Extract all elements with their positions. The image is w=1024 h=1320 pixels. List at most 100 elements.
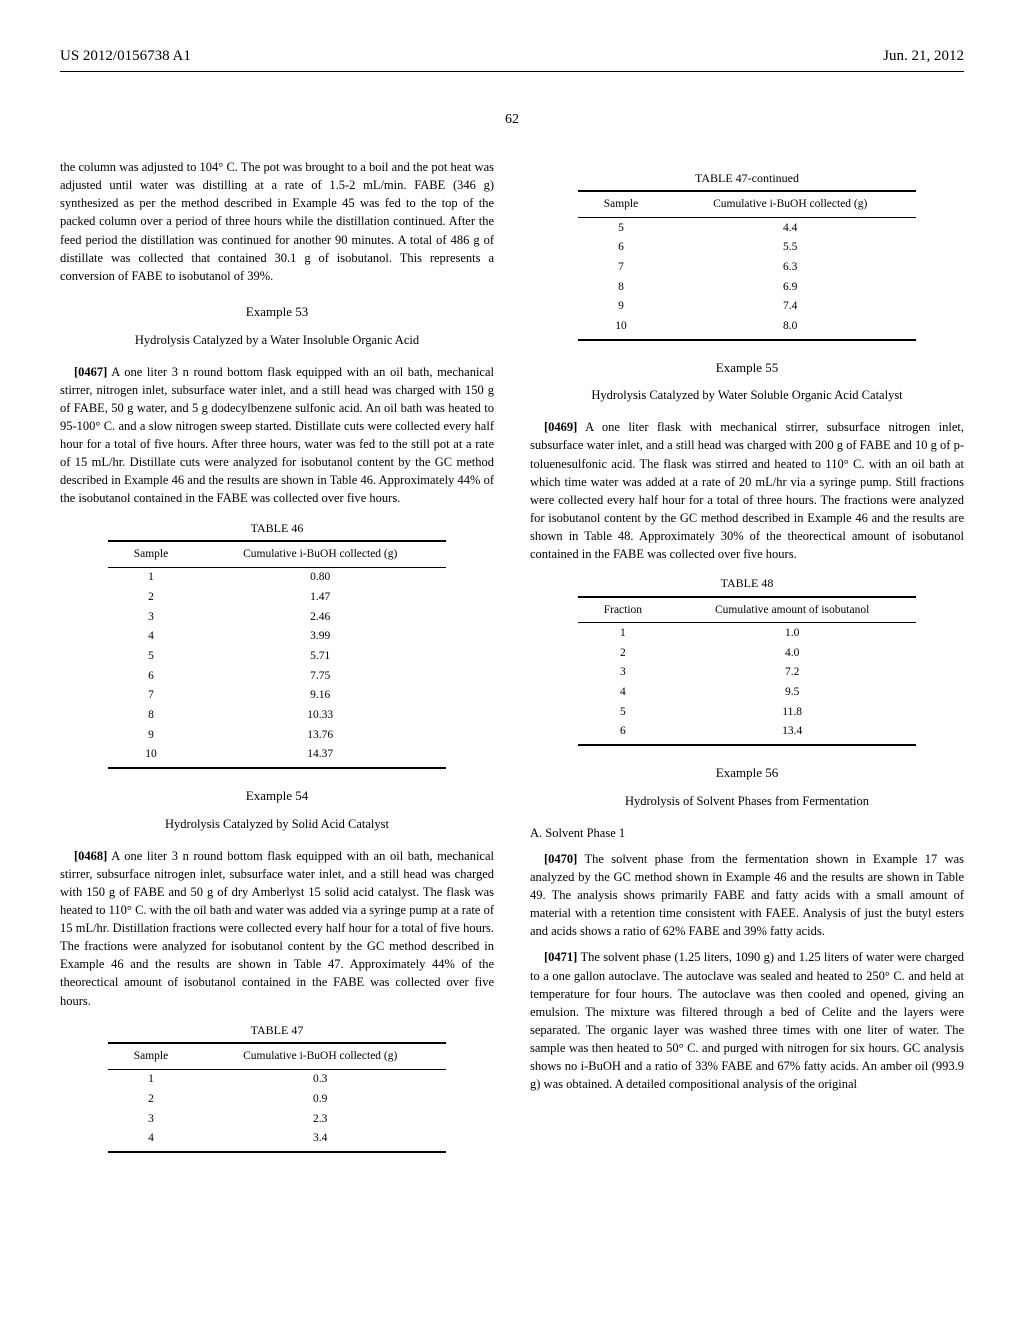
example-54-heading: Example 54 — [60, 787, 494, 806]
table-48-caption: TABLE 48 — [530, 575, 964, 592]
table-cell: 4.4 — [664, 218, 916, 238]
header-rule — [60, 71, 964, 72]
example-55-paragraph: [0469] A one liter flask with mechanical… — [530, 418, 964, 563]
table-row: 43.4 — [108, 1129, 447, 1152]
table-cell: 4 — [108, 1129, 194, 1152]
example-53-heading: Example 53 — [60, 303, 494, 322]
example-56-subtitle: Hydrolysis of Solvent Phases from Fermen… — [530, 793, 964, 810]
example-54-paragraph: [0468] A one liter 3 n round bottom flas… — [60, 847, 494, 1010]
para-0470-text: The solvent phase from the fermentation … — [530, 852, 964, 939]
para-num-0468: [0468] — [74, 849, 107, 863]
table-row: 10.3 — [108, 1069, 447, 1089]
example-54-subtitle: Hydrolysis Catalyzed by Solid Acid Catal… — [60, 816, 494, 833]
table-row: 67.75 — [108, 666, 447, 686]
table-row: 54.4 — [578, 218, 917, 238]
table-cell: 5.5 — [664, 238, 916, 258]
table-cell: 7 — [108, 686, 194, 706]
table-cell: 9.16 — [194, 686, 446, 706]
table-cell: 3.4 — [194, 1129, 446, 1152]
table-row: 21.47 — [108, 587, 447, 607]
example-55-heading: Example 55 — [530, 359, 964, 378]
table-row: 10.80 — [108, 567, 447, 587]
para-0469-text: A one liter flask with mechanical stirre… — [530, 420, 964, 561]
table-row: 97.4 — [578, 297, 917, 317]
table-cell: 9 — [108, 725, 194, 745]
table-row: 76.3 — [578, 257, 917, 277]
table-cell: 6.3 — [664, 257, 916, 277]
table-cell: 9.5 — [668, 682, 916, 702]
table-row: 11.0 — [578, 623, 917, 643]
example-55-subtitle: Hydrolysis Catalyzed by Water Soluble Or… — [530, 387, 964, 404]
para-num-0469: [0469] — [544, 420, 577, 434]
para-0467-text: A one liter 3 n round bottom flask equip… — [60, 365, 494, 506]
table-cell: 2 — [108, 1089, 194, 1109]
intro-paragraph: the column was adjusted to 104° C. The p… — [60, 158, 494, 285]
table-cell: 8 — [578, 277, 664, 297]
table-47-continued: Sample Cumulative i-BuOH collected (g) 5… — [578, 190, 917, 340]
table-cell: 7 — [578, 257, 664, 277]
para-0470: [0470] The solvent phase from the fermen… — [530, 850, 964, 941]
table-48-h0: Fraction — [578, 597, 668, 623]
table-cell: 11.8 — [668, 702, 916, 722]
table-cell: 10.33 — [194, 705, 446, 725]
table-cell: 3.99 — [194, 627, 446, 647]
para-0471-text: The solvent phase (1.25 liters, 1090 g) … — [530, 950, 964, 1091]
table-cell: 8 — [108, 705, 194, 725]
table-cell: 14.37 — [194, 745, 446, 768]
table-cell: 10 — [108, 745, 194, 768]
table-row: 65.5 — [578, 238, 917, 258]
table-cell: 2 — [108, 587, 194, 607]
example-56-heading: Example 56 — [530, 764, 964, 783]
table-cell: 0.80 — [194, 567, 446, 587]
table-cell: 2.3 — [194, 1109, 446, 1129]
page-header: US 2012/0156738 A1 Jun. 21, 2012 — [60, 48, 964, 65]
table-46-h1: Cumulative i-BuOH collected (g) — [194, 541, 446, 567]
table-cell: 13.4 — [668, 722, 916, 745]
table-cell: 1 — [578, 623, 668, 643]
table-cell: 7.4 — [664, 297, 916, 317]
table-cell: 5 — [578, 702, 668, 722]
table-cell: 7.75 — [194, 666, 446, 686]
table-cell: 6 — [108, 666, 194, 686]
table-47c-body: 54.465.576.386.997.4108.0 — [578, 218, 917, 340]
table-row: 108.0 — [578, 316, 917, 339]
table-cell: 2 — [578, 643, 668, 663]
right-column: TABLE 47-continued Sample Cumulative i-B… — [530, 158, 964, 1163]
table-47: Sample Cumulative i-BuOH collected (g) 1… — [108, 1042, 447, 1153]
doc-id: US 2012/0156738 A1 — [60, 48, 191, 65]
table-cell: 3 — [108, 607, 194, 627]
table-row: 43.99 — [108, 627, 447, 647]
table-46-h0: Sample — [108, 541, 194, 567]
table-47cont-caption: TABLE 47-continued — [530, 170, 964, 187]
para-0471: [0471] The solvent phase (1.25 liters, 1… — [530, 948, 964, 1093]
table-47-h0: Sample — [108, 1043, 194, 1069]
example-53-subtitle: Hydrolysis Catalyzed by a Water Insolubl… — [60, 332, 494, 349]
table-row: 810.33 — [108, 705, 447, 725]
table-row: 49.5 — [578, 682, 917, 702]
table-row: 32.3 — [108, 1109, 447, 1129]
table-cell: 4 — [578, 682, 668, 702]
table-cell: 0.9 — [194, 1089, 446, 1109]
table-cell: 13.76 — [194, 725, 446, 745]
table-cell: 6 — [578, 722, 668, 745]
para-0468-text: A one liter 3 n round bottom flask equip… — [60, 849, 494, 1008]
table-row: 24.0 — [578, 643, 917, 663]
table-cell: 8.0 — [664, 316, 916, 339]
para-num-0470: [0470] — [544, 852, 577, 866]
left-column: the column was adjusted to 104° C. The p… — [60, 158, 494, 1163]
table-46-caption: TABLE 46 — [60, 520, 494, 537]
table-47-h1: Cumulative i-BuOH collected (g) — [194, 1043, 446, 1069]
solvent-phase-1-label: A. Solvent Phase 1 — [530, 824, 964, 842]
table-row: 511.8 — [578, 702, 917, 722]
table-cell: 1.47 — [194, 587, 446, 607]
table-row: 32.46 — [108, 607, 447, 627]
table-48: Fraction Cumulative amount of isobutanol… — [578, 596, 917, 746]
table-row: 37.2 — [578, 663, 917, 683]
table-cell: 1.0 — [668, 623, 916, 643]
table-47-body: 10.320.932.343.4 — [108, 1069, 447, 1152]
para-num-0471: [0471] — [544, 950, 577, 964]
table-row: 20.9 — [108, 1089, 447, 1109]
table-cell: 5.71 — [194, 646, 446, 666]
table-row: 913.76 — [108, 725, 447, 745]
table-cell: 0.3 — [194, 1069, 446, 1089]
